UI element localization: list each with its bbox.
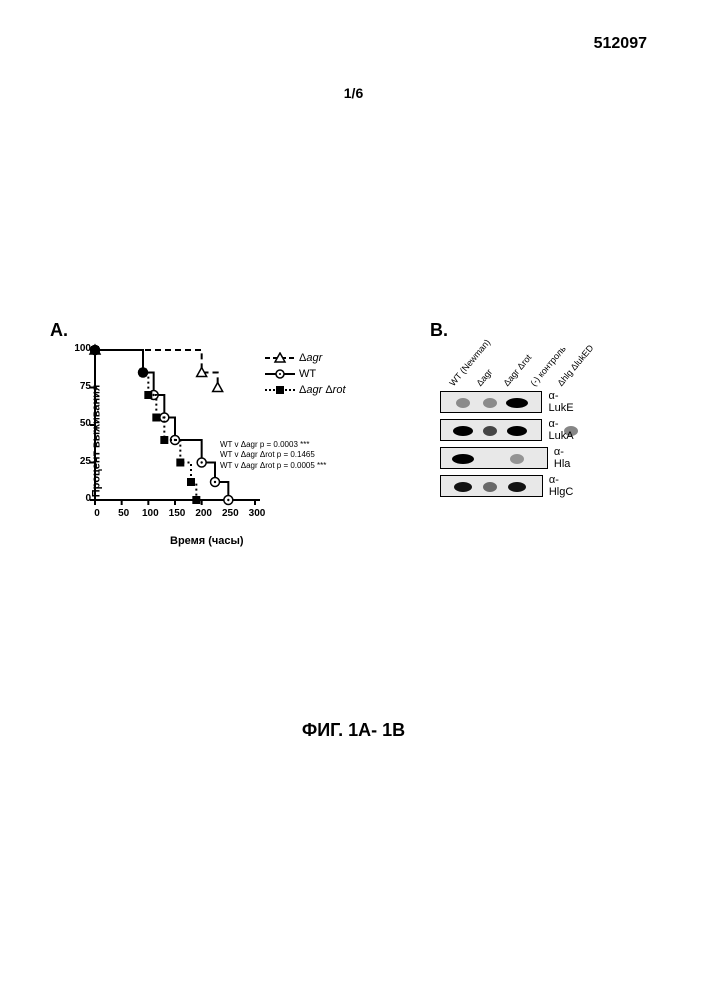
blot-column-labels: WT (Newman)ΔagrΔagr Δrot(-) контрольΔhlg…: [440, 320, 575, 390]
x-tick-label: 250: [218, 508, 242, 519]
x-tick-label: 50: [112, 508, 136, 519]
blot-row-label: α-HlgC: [549, 474, 575, 498]
blot-band: [454, 482, 472, 492]
x-tick-label: 200: [192, 508, 216, 519]
blot-band: [456, 398, 470, 408]
blot-band: [453, 426, 473, 436]
legend-marker: [265, 384, 295, 396]
blot-band: [564, 426, 578, 436]
blot-row: α-HlgC: [440, 474, 575, 498]
panel-a: A. Процент выживания Время (часы) ΔagrWT…: [50, 320, 390, 580]
y-tick-label: 75: [63, 381, 91, 392]
blot-strip: [440, 419, 542, 441]
blot-strip: [440, 391, 542, 413]
page-number: 1/6: [0, 85, 707, 101]
x-tick-label: 150: [165, 508, 189, 519]
stat-line: WT v Δagr Δrot p = 0.0005 ***: [220, 461, 326, 471]
x-tick-label: 300: [245, 508, 269, 519]
legend-label: WT: [299, 368, 316, 380]
blot-row: α-LukA: [440, 418, 575, 442]
blot-band: [510, 454, 524, 464]
blot-band: [483, 398, 497, 408]
legend-item: Δagr Δrot: [265, 382, 346, 398]
legend-item: Δagr: [265, 350, 346, 366]
blot-strip: [440, 475, 543, 497]
blot-column-label: Δagr Δrot: [501, 352, 533, 388]
blot-strip: [440, 447, 548, 469]
blot-row: α-Hla: [440, 446, 575, 470]
legend-label: Δagr: [299, 352, 322, 364]
legend: Δagr WT Δagr Δrot: [265, 350, 346, 398]
figure-container: A. Процент выживания Время (часы) ΔagrWT…: [50, 320, 670, 600]
stats-text: WT v Δagr p = 0.0003 ***WT v Δagr Δrot p…: [220, 440, 326, 471]
blot-band: [483, 482, 497, 492]
stat-line: WT v Δagr p = 0.0003 ***: [220, 440, 326, 450]
legend-marker: [265, 352, 295, 364]
blot-row: α-LukE: [440, 390, 575, 414]
blot-band: [483, 426, 497, 436]
blot-band: [508, 482, 526, 492]
blot-container: α-LukE α-LukA α-Hla α-HlgC: [440, 390, 575, 502]
y-tick-label: 25: [63, 456, 91, 467]
y-tick-label: 0: [63, 493, 91, 504]
y-tick-label: 50: [63, 418, 91, 429]
panel-a-label: A.: [50, 320, 68, 341]
blot-band: [506, 398, 528, 408]
legend-label: Δagr Δrot: [299, 384, 346, 396]
blot-row-label: α-LukE: [548, 390, 575, 414]
blot-row-label: α-Hla: [554, 446, 575, 470]
stat-line: WT v Δagr Δrot p = 0.1465: [220, 450, 326, 460]
panel-b: B. WT (Newman)ΔagrΔagr Δrot(-) контрольΔ…: [430, 320, 660, 580]
x-tick-label: 100: [138, 508, 162, 519]
y-tick-label: 100: [63, 343, 91, 354]
blot-band: [507, 426, 527, 436]
figure-caption: ФИГ. 1А- 1В: [0, 720, 707, 741]
x-tick-label: 0: [85, 508, 109, 519]
blot-band: [452, 454, 474, 464]
doc-id: 512097: [594, 35, 647, 53]
blot-column-label: Δagr: [474, 367, 494, 388]
legend-item: WT: [265, 366, 346, 382]
legend-marker: [265, 368, 295, 380]
